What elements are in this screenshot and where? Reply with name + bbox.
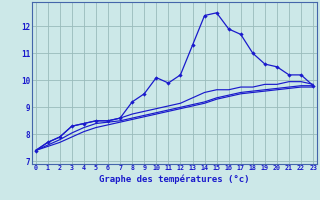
X-axis label: Graphe des températures (°c): Graphe des températures (°c) — [99, 174, 250, 184]
